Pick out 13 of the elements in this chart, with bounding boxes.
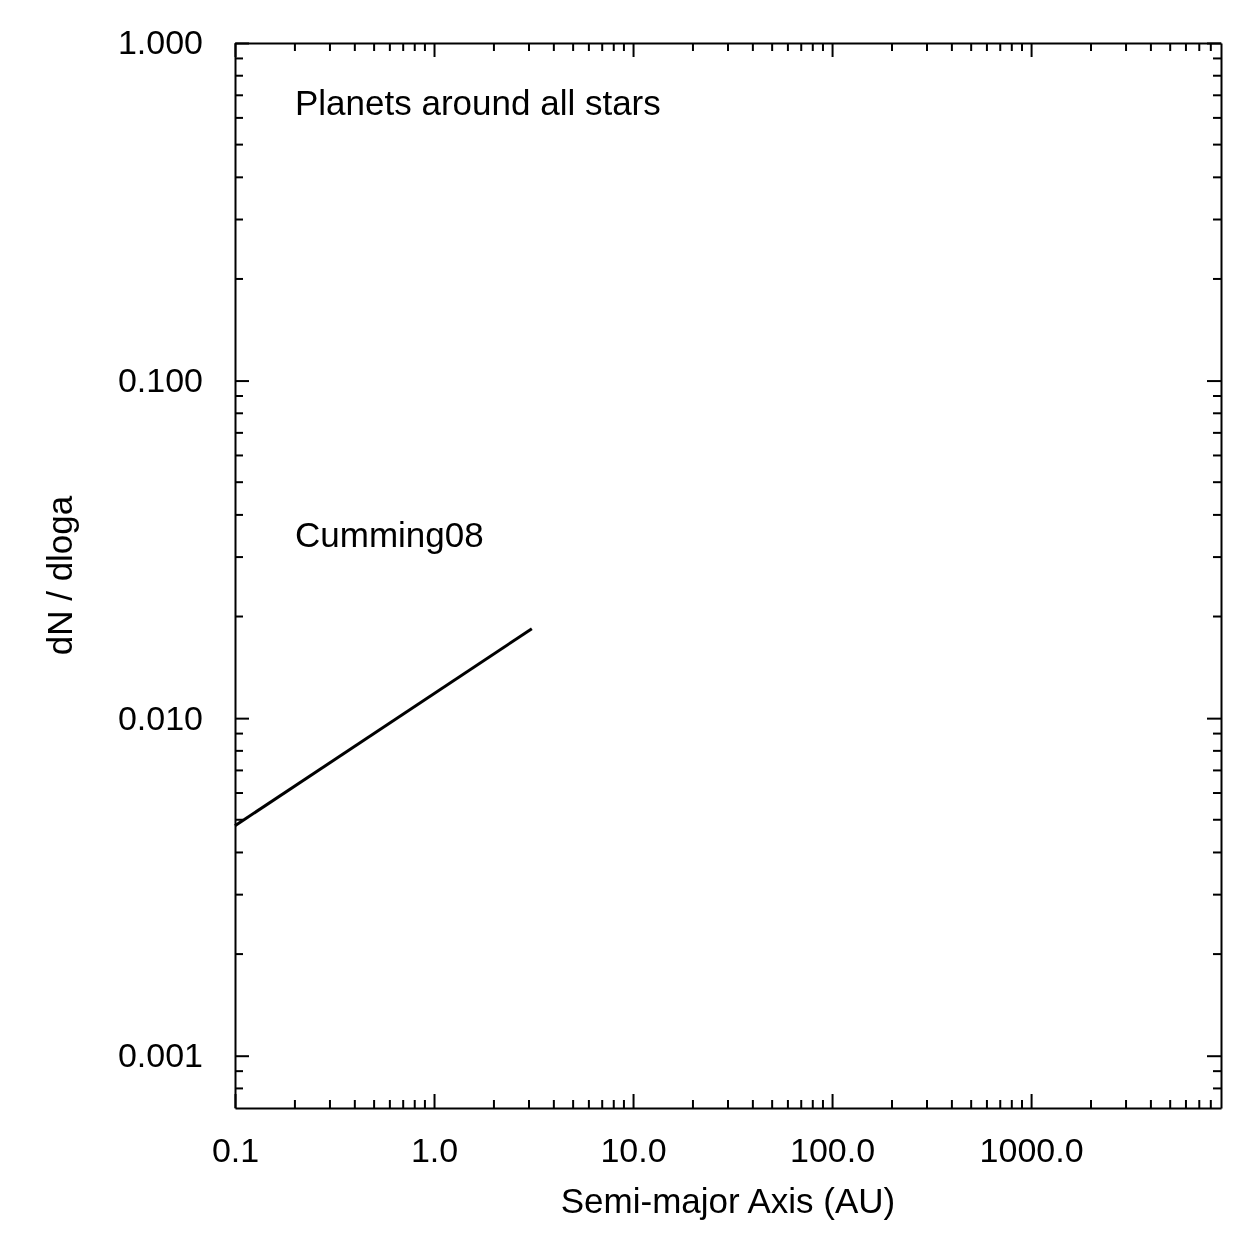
x-axis-title: Semi-major Axis (AU) (560, 1181, 896, 1220)
x-tick-label: 100.0 (790, 1131, 876, 1170)
x-tick-label: 10.0 (600, 1131, 667, 1170)
x-tick-label: 1000.0 (979, 1131, 1084, 1170)
x-tick-label: 0.1 (211, 1131, 260, 1170)
text: Planets around all stars (295, 83, 661, 122)
x-tick-label: 1.0 (410, 1131, 459, 1170)
y-tick-label: 0.010 (117, 698, 203, 737)
y-tick-label: 0.100 (117, 360, 203, 399)
text: Cumming08 (295, 515, 484, 554)
y-tick-label: 1.000 (117, 23, 203, 62)
y-tick-label: 0.001 (117, 1036, 203, 1075)
y-axis-title: dN / dloga (40, 495, 79, 656)
